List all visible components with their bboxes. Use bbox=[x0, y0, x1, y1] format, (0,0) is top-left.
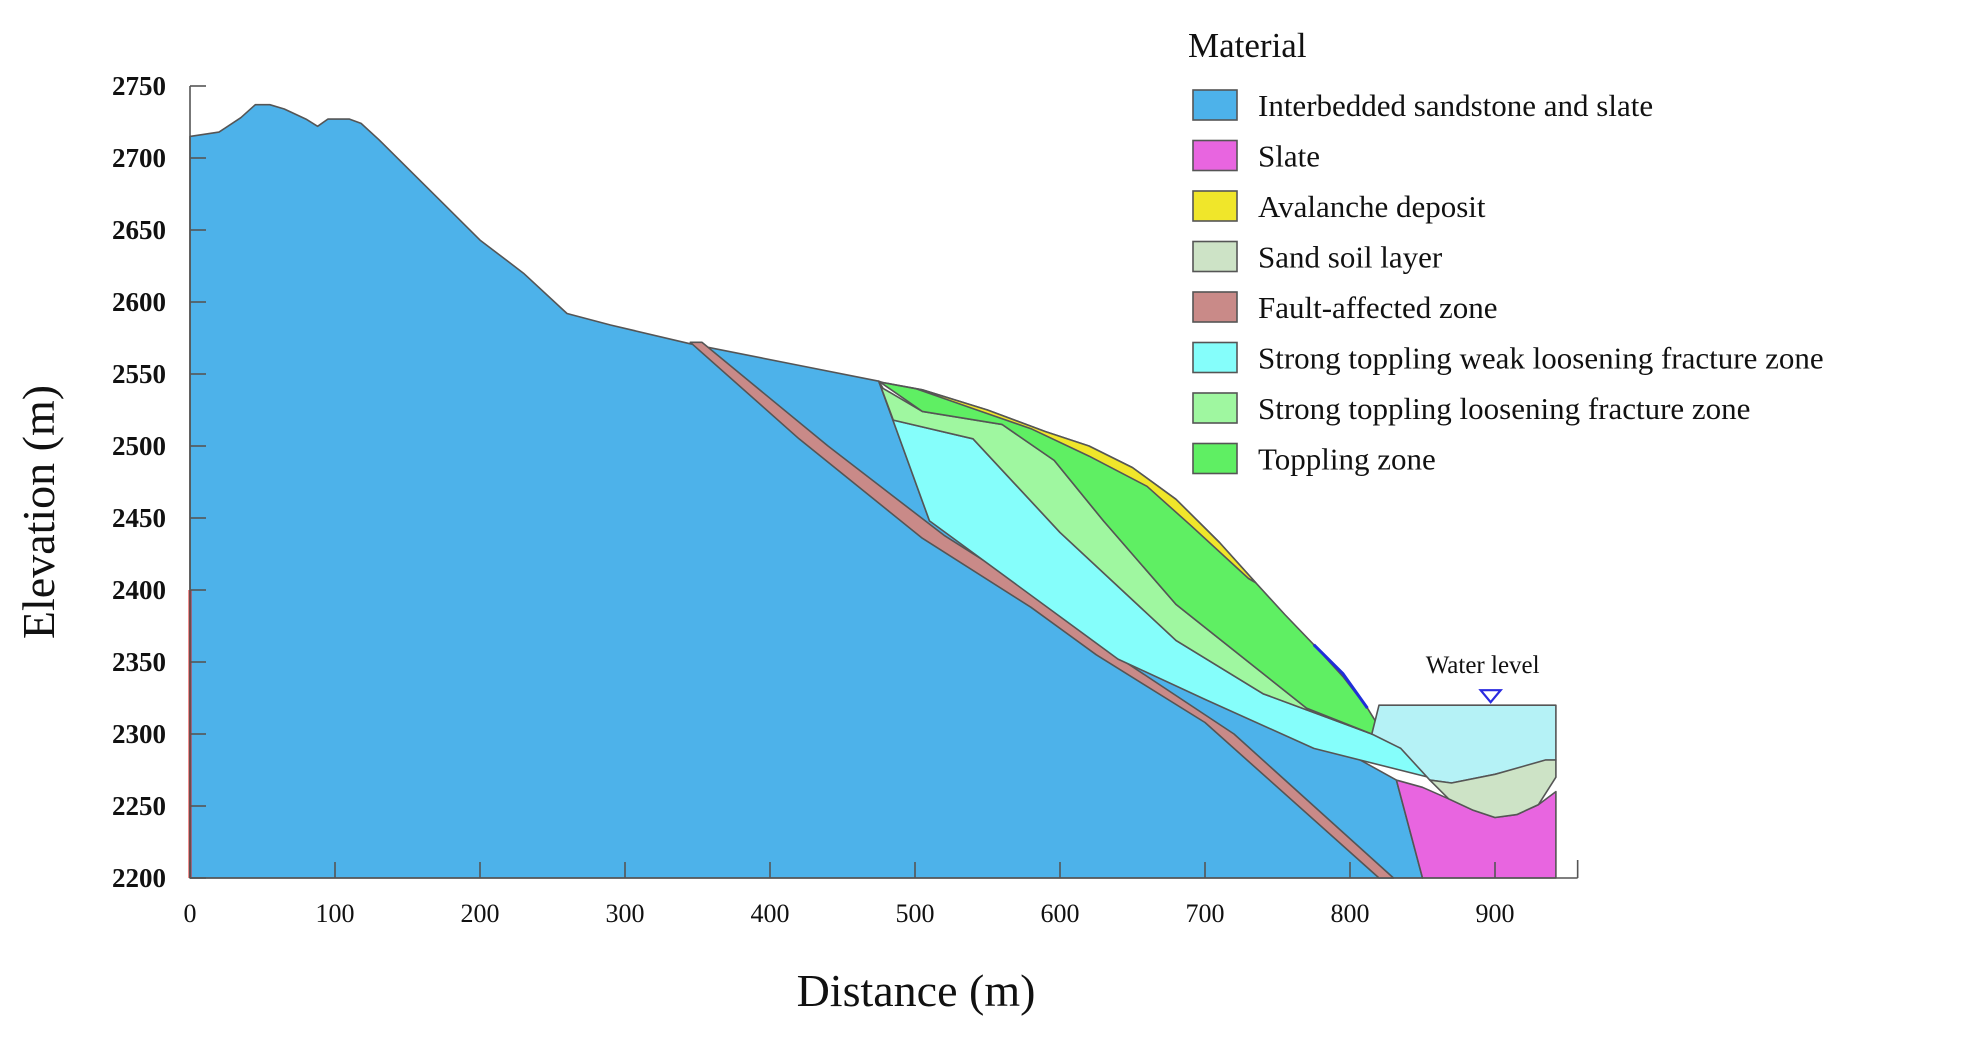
legend-label-fault: Fault-affected zone bbox=[1258, 290, 1498, 325]
x-tick-label: 300 bbox=[606, 899, 645, 928]
region-sandstone bbox=[189, 103, 1424, 879]
y-tick-label: 2650 bbox=[112, 215, 166, 245]
slope-surface-line bbox=[1312, 643, 1369, 709]
x-tick-label: 500 bbox=[896, 899, 935, 928]
x-tick-label: 200 bbox=[461, 899, 500, 928]
legend-title: Material bbox=[1188, 26, 1307, 65]
region-avalanche bbox=[882, 381, 1257, 584]
x-tick-label: 400 bbox=[751, 899, 790, 928]
x-tick-label: 700 bbox=[1186, 899, 1225, 928]
legend-swatch-avalanche bbox=[1192, 190, 1238, 222]
water-level-icon bbox=[1478, 689, 1503, 704]
legend: Material Interbedded sandstone and slate S… bbox=[1188, 26, 1824, 477]
legend-label-sand: Sand soil layer bbox=[1258, 240, 1443, 275]
legend-label-loose: Strong toppling loosening fracture zone bbox=[1258, 391, 1750, 426]
legend-swatch-weak bbox=[1192, 341, 1238, 374]
y-tick-label: 2750 bbox=[112, 71, 166, 101]
y-tick-label: 2700 bbox=[112, 143, 166, 173]
region-sand bbox=[1429, 759, 1557, 819]
legend-swatch-toppling bbox=[1192, 442, 1238, 475]
x-tick-label: 600 bbox=[1041, 899, 1080, 928]
legend-swatch-loose bbox=[1192, 392, 1238, 424]
y-axis-title: Elevation (m) bbox=[13, 385, 64, 639]
legend-label-toppling: Toppling zone bbox=[1258, 442, 1436, 477]
x-tick-label: 0 bbox=[184, 899, 197, 928]
legend-label-weak: Strong toppling weak loosening fracture … bbox=[1258, 341, 1824, 376]
x-axis-title: Distance (m) bbox=[797, 965, 1036, 1016]
y-tick-label: 2500 bbox=[112, 431, 166, 461]
y-tick-label: 2600 bbox=[112, 287, 166, 317]
legend-swatch-fault bbox=[1192, 291, 1238, 323]
material-regions bbox=[189, 103, 1557, 879]
axes: 0 100 200 300 400 500 600 700 800 900 2200 2250 2300… bbox=[13, 71, 1579, 1016]
x-tick-label: 800 bbox=[1331, 899, 1370, 928]
y-tick-label: 2250 bbox=[112, 791, 166, 821]
legend-label-slate: Slate bbox=[1258, 139, 1320, 174]
x-tick-label: 100 bbox=[316, 899, 355, 928]
y-tick-label: 2300 bbox=[112, 719, 166, 749]
legend-label-avalanche: Avalanche deposit bbox=[1258, 189, 1486, 224]
y-tick-label: 2200 bbox=[112, 863, 166, 893]
x-tick-label: 900 bbox=[1476, 899, 1515, 928]
y-tick-label: 2400 bbox=[112, 575, 166, 605]
y-tick-label: 2550 bbox=[112, 359, 166, 389]
water-level-label: Water level bbox=[1426, 652, 1540, 679]
y-tick-label: 2350 bbox=[112, 647, 166, 677]
legend-swatch-slate bbox=[1192, 139, 1238, 172]
y-tick-label: 2450 bbox=[112, 503, 166, 533]
legend-swatch-sand bbox=[1192, 240, 1238, 273]
legend-swatch-sandstone bbox=[1192, 89, 1238, 121]
legend-label-sandstone: Interbedded sandstone and slate bbox=[1258, 88, 1653, 123]
